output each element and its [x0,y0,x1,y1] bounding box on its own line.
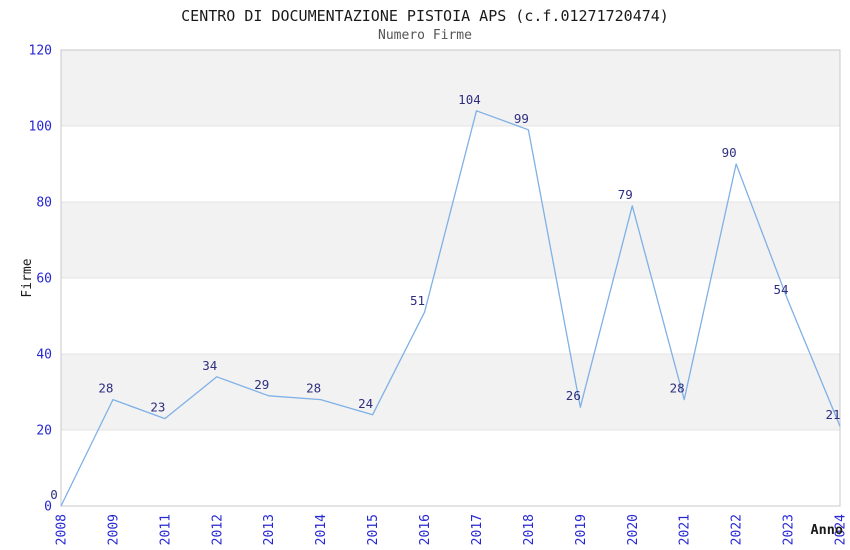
x-tick-label: 2015 [366,514,381,545]
chart-subtitle: Numero Firme [378,28,472,43]
data-point-label: 34 [202,358,217,373]
data-point-label: 23 [150,400,165,415]
x-axis-title: Anno [810,522,843,538]
y-tick-label: 40 [36,348,52,363]
x-tick-label: 2020 [626,514,641,545]
x-tick-label: 2024 [834,514,849,545]
plot-band [61,50,840,126]
plot-band [61,354,840,430]
x-tick-label: 2013 [262,514,277,545]
plot-border [60,49,841,507]
data-point-label: 104 [458,92,481,107]
x-tick-label: 2014 [314,514,329,545]
data-point-label: 28 [670,381,685,396]
y-tick-label: 60 [36,272,52,287]
x-tick-label: 2023 [782,514,797,545]
plot-band [61,202,840,278]
data-point-label: 26 [566,388,581,403]
y-tick-label: 120 [29,44,52,59]
x-tick-label: 2009 [106,514,121,545]
data-point-label: 28 [306,381,321,396]
y-tick-label: 0 [44,500,52,515]
data-point-label: 99 [514,111,529,126]
y-tick-label: 20 [36,424,52,439]
data-point-label: 79 [618,187,633,202]
x-tick-label: 2022 [730,514,745,545]
y-tick-label: 100 [29,120,52,135]
data-point-label: 0 [50,487,58,502]
x-tick-label: 2011 [158,514,173,545]
x-tick-label: 2018 [522,514,537,545]
data-point-label: 90 [722,145,737,160]
x-tick-label: 2016 [418,514,433,545]
x-tick-label: 2021 [678,514,693,545]
data-point-label: 54 [774,282,789,297]
data-point-label: 24 [358,396,373,411]
data-point-label: 29 [254,377,269,392]
chart-title: CENTRO DI DOCUMENTAZIONE PISTOIA APS (c.… [181,7,669,25]
data-point-label: 51 [410,293,425,308]
data-point-label: 21 [825,407,840,422]
x-tick-label: 2012 [210,514,225,545]
x-tick-label: 2017 [470,514,485,545]
x-tick-label: 2008 [55,514,70,545]
y-tick-label: 80 [36,196,52,211]
data-line [60,110,841,507]
y-axis-title: Firme [20,258,35,297]
x-tick-label: 2019 [574,514,589,545]
data-point-label: 28 [98,381,113,396]
